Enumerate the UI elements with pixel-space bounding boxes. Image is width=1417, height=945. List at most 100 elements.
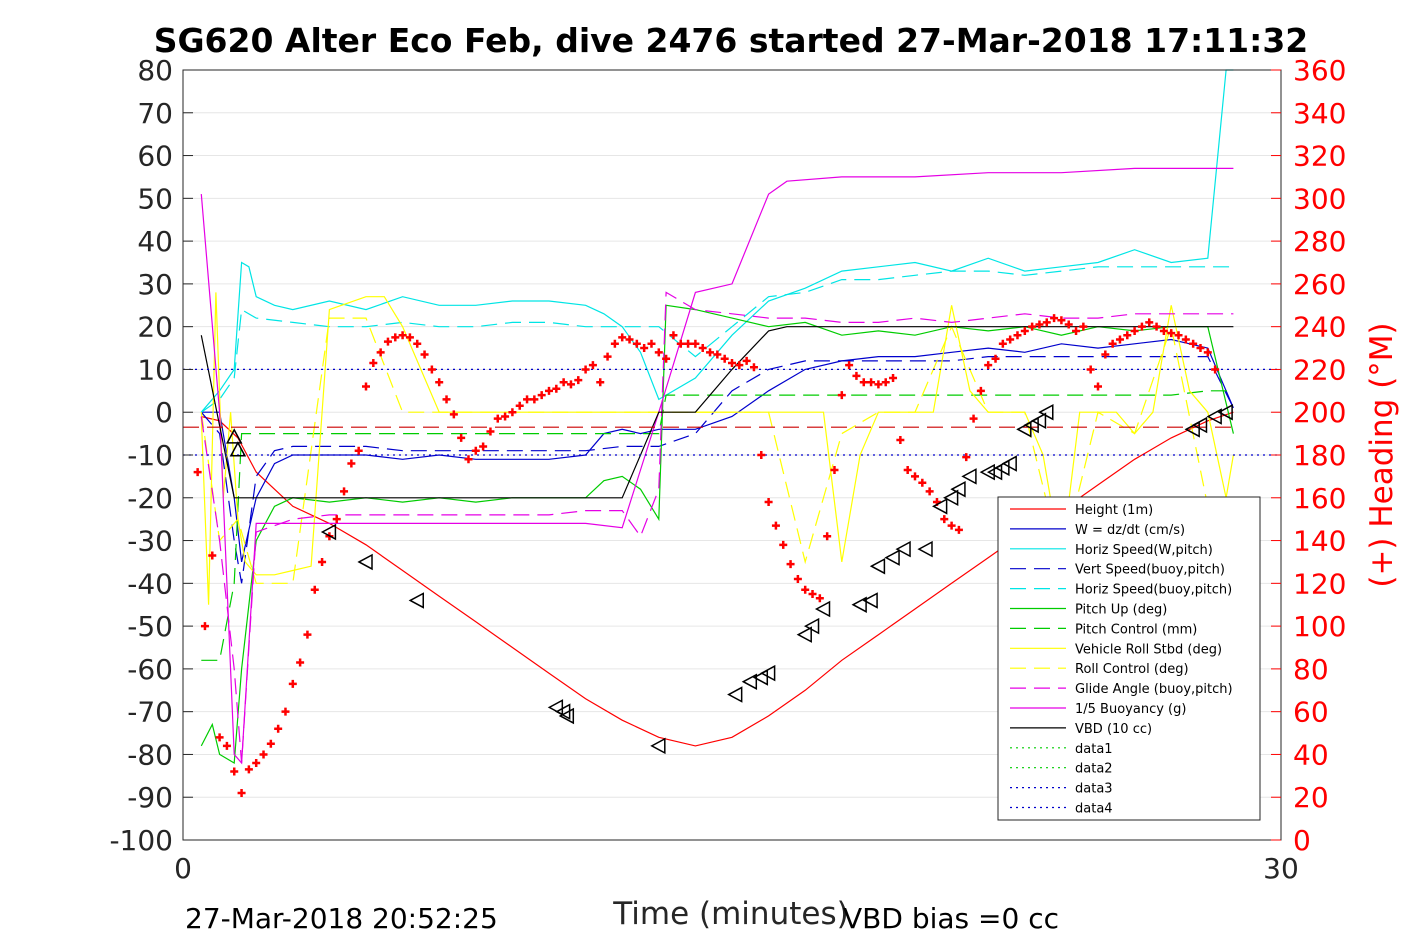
- heading-point: [1057, 316, 1066, 325]
- heading-point: [318, 557, 327, 566]
- legend-entry: data1: [1075, 742, 1113, 757]
- heading-point: [1189, 339, 1198, 348]
- heading-point: [347, 459, 356, 468]
- heading-point: [962, 453, 971, 462]
- heading-point: [603, 352, 612, 361]
- y-tick-right-label: 200: [1293, 396, 1346, 429]
- y-tick-right-label: 100: [1293, 610, 1346, 643]
- heading-point: [1042, 318, 1051, 327]
- heading-point: [823, 532, 832, 541]
- heading-point: [698, 344, 707, 353]
- heading-point: [889, 374, 898, 382]
- heading-point: [1086, 365, 1095, 374]
- y-tick-right-label: 340: [1293, 97, 1346, 130]
- triangle-marker: [1184, 421, 1200, 438]
- y-tick-left-label: -10: [127, 439, 173, 472]
- heading-point: [976, 386, 985, 395]
- heading-point: [1035, 320, 1044, 329]
- heading-point: [728, 359, 736, 368]
- triangle-marker: [1191, 416, 1208, 434]
- heading-point: [1174, 331, 1183, 340]
- y-tick-right-label: 20: [1293, 781, 1329, 814]
- heading-point: [911, 472, 919, 481]
- legend-entry: Vehicle Roll Stbd (deg): [1075, 642, 1222, 657]
- legend-box: [997, 496, 1261, 821]
- heading-point: [625, 335, 634, 344]
- heading-point: [713, 350, 722, 359]
- triangle-marker: [760, 664, 776, 682]
- heading-point: [874, 380, 883, 389]
- heading-point: [1072, 326, 1081, 335]
- heading-point: [969, 414, 978, 423]
- heading-point: [471, 446, 480, 455]
- heading-point: [662, 354, 671, 363]
- heading-point: [867, 378, 876, 387]
- heading-point: [383, 337, 392, 346]
- series-w-dz-dt-cm-s: [201, 338, 1234, 563]
- legend: Height (1m) W = dz/dt (cm/s) Horiz Speed(W…: [997, 496, 1261, 821]
- heading-point: [1145, 318, 1154, 327]
- heading-point: [244, 765, 253, 774]
- heading-point: [779, 540, 788, 549]
- triangle-marker: [1217, 403, 1233, 421]
- triangle-marker: [1001, 455, 1017, 472]
- triangle-marker: [917, 540, 933, 558]
- y-tick-left-label: -70: [127, 696, 173, 729]
- heading-point: [669, 331, 678, 340]
- y-tick-left-label: -100: [109, 824, 173, 857]
- heading-point: [215, 733, 224, 742]
- y-tick-left-label: 60: [137, 140, 173, 173]
- heading-point: [288, 679, 297, 688]
- legend-entry: data3: [1075, 782, 1113, 797]
- y-tick-left-label: -30: [127, 525, 173, 558]
- heading-point: [859, 378, 868, 387]
- triangle-marker: [357, 553, 373, 571]
- heading-point: [1028, 322, 1037, 331]
- heading-point: [274, 724, 283, 733]
- heading-point: [574, 376, 583, 385]
- heading-point: [259, 750, 268, 759]
- heading-point: [1181, 335, 1190, 344]
- heading-point: [398, 331, 407, 340]
- heading-point: [1064, 320, 1073, 329]
- y-tick-right-label: 280: [1293, 225, 1346, 258]
- heading-point: [427, 365, 436, 374]
- heading-point: [1167, 329, 1176, 338]
- y-tick-left-label: 0: [155, 396, 173, 429]
- heading-point: [925, 487, 934, 496]
- y-tick-left-label: 20: [137, 311, 173, 344]
- heading-point: [815, 594, 824, 603]
- triangle-marker: [979, 463, 995, 481]
- legend-entry: Roll Control (deg): [1075, 662, 1189, 677]
- heading-point: [266, 739, 275, 748]
- heading-point: [479, 442, 488, 451]
- triangle-marker: [229, 441, 247, 457]
- y-tick-right-label: 220: [1293, 353, 1346, 386]
- triangle-marker: [994, 459, 1010, 477]
- heading-point: [706, 348, 715, 357]
- heading-point: [222, 741, 231, 750]
- y-tick-left-label: 70: [137, 97, 173, 130]
- heading-point: [354, 446, 363, 455]
- series-vert-speed-buoy-pitch: [200, 356, 1234, 584]
- heading-point: [984, 361, 993, 370]
- heading-point: [193, 468, 202, 477]
- triangle-marker: [895, 540, 911, 558]
- x-axis-label: Time (minutes): [612, 896, 848, 932]
- heading-point: [449, 410, 458, 419]
- heading-point: [537, 391, 546, 400]
- heading-point: [362, 382, 370, 391]
- legend-entry: Horiz Speed(W,pitch): [1075, 543, 1213, 558]
- heading-point: [735, 361, 744, 370]
- triangle-marker: [1016, 421, 1032, 438]
- heading-point: [296, 658, 305, 667]
- heading-point: [771, 521, 780, 530]
- heading-point: [1152, 322, 1161, 331]
- heading-point: [493, 414, 502, 423]
- heading-point: [420, 350, 429, 359]
- triangle-marker: [932, 498, 948, 515]
- series-vbd-10-cc: [200, 326, 1234, 499]
- heading-point: [610, 339, 619, 348]
- heading-point: [757, 451, 766, 459]
- triangle-marker: [869, 557, 886, 575]
